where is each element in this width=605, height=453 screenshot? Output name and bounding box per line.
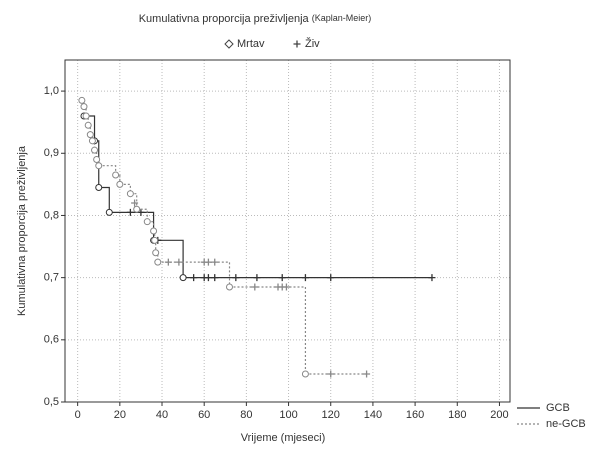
plot-frame: [64, 59, 511, 403]
censored-marker: [301, 274, 309, 282]
death-marker: [78, 96, 86, 104]
death-marker: [112, 171, 120, 179]
death-marker: [126, 190, 134, 198]
death-marker: [154, 258, 162, 266]
censored-marker: [164, 258, 172, 266]
censored-marker: [211, 274, 219, 282]
censored-marker: [363, 370, 371, 378]
death-marker: [143, 218, 151, 226]
death-marker: [116, 180, 124, 188]
censored-marker: [327, 274, 335, 282]
legend-label: ne-GCB: [546, 418, 586, 430]
y-axis-label: Kumulativna proporcija preživljenja: [16, 145, 28, 316]
death-marker: [151, 236, 159, 244]
death-marker: [88, 137, 96, 145]
censored-marker: [293, 40, 301, 48]
x-tick-label: 20: [114, 409, 126, 421]
censored-marker: [137, 208, 145, 216]
censored-marker: [327, 370, 335, 378]
censored-marker: [253, 274, 261, 282]
title-main: Kumulativna proporcija preživljenja: [139, 13, 310, 25]
x-tick-label: 140: [364, 409, 382, 421]
death-marker: [179, 274, 187, 282]
x-tick-label: 80: [240, 409, 252, 421]
censored-marker: [211, 258, 219, 266]
death-marker: [95, 183, 103, 191]
censored-marker: [175, 258, 183, 266]
death-marker: [226, 283, 234, 291]
censored-marker: [204, 274, 212, 282]
x-tick-label: 60: [198, 409, 210, 421]
censored-marker: [232, 274, 240, 282]
y-tick-label: 0,8: [44, 209, 59, 221]
legend-label: Mrtav: [237, 38, 265, 50]
death-marker: [86, 131, 94, 139]
censored-marker: [428, 274, 436, 282]
x-tick-label: 40: [156, 409, 168, 421]
death-marker: [152, 249, 160, 257]
legend-label: GCB: [546, 402, 570, 414]
x-tick-label: 0: [75, 409, 81, 421]
x-tick-label: 180: [448, 409, 466, 421]
x-tick-label: 120: [322, 409, 340, 421]
survival-step: [229, 286, 307, 375]
chart-title: Kumulativna proporcija preživljenja (Kap…: [139, 13, 372, 25]
death-marker: [80, 103, 88, 111]
y-tick-label: 1,0: [44, 85, 59, 97]
x-axis-label: Vrijeme (mjeseci): [241, 432, 326, 444]
survival-step: [98, 165, 117, 176]
survival-step: [98, 186, 110, 213]
censored-marker: [251, 283, 259, 291]
death-marker: [105, 208, 113, 216]
survival-step: [157, 261, 231, 287]
y-tick-label: 0,5: [44, 396, 59, 408]
survival-step: [153, 239, 184, 278]
y-tick-label: 0,9: [44, 147, 59, 159]
death-marker: [82, 112, 90, 120]
x-tick-label: 160: [406, 409, 424, 421]
censored-marker: [190, 274, 198, 282]
death-marker: [93, 155, 101, 163]
death-marker: [91, 146, 99, 154]
censored-marker: [126, 208, 134, 216]
x-tick-label: 100: [279, 409, 297, 421]
death-marker: [84, 121, 92, 129]
legend-label: Živ: [305, 37, 320, 50]
censored-marker: [282, 283, 290, 291]
title-note: (Kaplan-Meier): [312, 13, 372, 23]
survival-step: [130, 193, 138, 210]
censored-marker: [131, 199, 139, 207]
death-marker: [95, 162, 103, 170]
y-tick-label: 0,6: [44, 334, 59, 346]
y-tick-label: 0,7: [44, 272, 59, 284]
death-marker: [150, 227, 158, 235]
death-marker: [301, 370, 309, 378]
censored-marker: [204, 258, 212, 266]
death-marker: [133, 205, 141, 213]
censored-marker: [278, 274, 286, 282]
legend-marker: [224, 39, 234, 49]
x-tick-label: 200: [490, 409, 508, 421]
